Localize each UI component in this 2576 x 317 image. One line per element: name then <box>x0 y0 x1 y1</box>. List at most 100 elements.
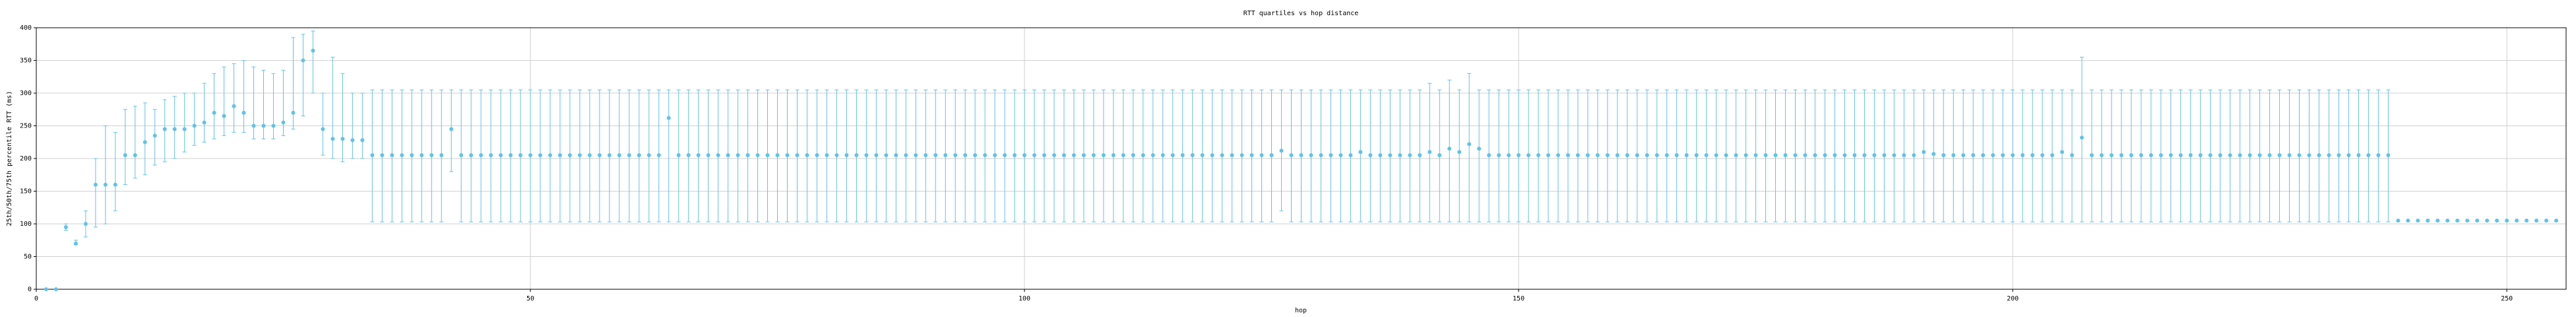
median-point <box>736 153 740 158</box>
median-point <box>1447 147 1452 151</box>
y-axis-label: 25th/50th/75th percentile RTT (ms) <box>6 91 13 227</box>
median-point <box>518 153 523 158</box>
median-point <box>2257 153 2262 158</box>
median-point <box>1941 153 1946 158</box>
median-point <box>271 123 276 128</box>
median-point <box>1170 153 1175 158</box>
median-point <box>1249 153 1254 158</box>
median-point <box>1437 153 1442 158</box>
median-point <box>2495 219 2499 223</box>
median-point <box>281 120 286 125</box>
median-point <box>1081 153 1086 158</box>
median-point <box>1951 153 1956 158</box>
median-point <box>1071 153 1076 158</box>
median-point <box>528 153 533 158</box>
median-point <box>103 182 108 187</box>
median-point <box>716 153 720 158</box>
median-point <box>1932 152 1936 157</box>
median-point <box>1150 153 1155 158</box>
x-tick-label: 100 <box>1019 295 1030 302</box>
median-point <box>2317 153 2321 158</box>
median-point <box>1714 153 1718 158</box>
median-point <box>1388 153 1393 158</box>
median-point <box>311 48 315 53</box>
median-point <box>726 153 730 158</box>
median-point <box>152 133 157 138</box>
median-point <box>2021 153 2025 158</box>
median-point <box>2149 153 2153 158</box>
median-point <box>914 153 918 158</box>
median-point <box>1299 153 1304 158</box>
median-point <box>577 153 582 158</box>
median-point <box>1892 153 1897 158</box>
median-point <box>825 153 829 158</box>
median-point <box>1724 153 1728 158</box>
median-point <box>1823 153 1827 158</box>
median-point <box>1546 153 1551 158</box>
median-point <box>53 287 58 291</box>
median-point <box>449 127 454 131</box>
median-point <box>2069 153 2074 158</box>
x-tick-label: 150 <box>1513 295 1524 302</box>
median-point <box>2208 153 2213 158</box>
median-point <box>232 104 236 108</box>
median-point <box>162 127 167 131</box>
median-point <box>1536 153 1541 158</box>
median-point <box>1753 153 1758 158</box>
median-point <box>1240 153 1244 158</box>
median-point <box>44 287 48 291</box>
median-point <box>2139 153 2143 158</box>
median-point <box>1517 153 1521 158</box>
median-point <box>1428 150 1432 155</box>
median-point <box>1052 153 1056 158</box>
median-point <box>2030 153 2035 158</box>
y-tick-label: 150 <box>20 188 32 195</box>
median-point <box>656 153 661 158</box>
median-point <box>1408 153 1412 158</box>
median-point <box>1664 153 1669 158</box>
median-point <box>83 222 88 226</box>
median-point <box>755 153 760 158</box>
median-point <box>1121 153 1125 158</box>
median-point <box>1141 153 1145 158</box>
median-point <box>1497 153 1501 158</box>
median-point <box>1971 153 1976 158</box>
median-point <box>489 153 493 158</box>
median-point <box>1526 153 1531 158</box>
median-point <box>370 153 375 158</box>
median-point <box>587 153 592 158</box>
median-point <box>666 116 671 120</box>
y-tick-label: 400 <box>20 24 32 32</box>
median-point <box>557 153 562 158</box>
median-point <box>745 153 750 158</box>
median-point <box>1032 153 1037 158</box>
median-point <box>133 153 137 158</box>
median-point <box>1269 153 1274 158</box>
median-point <box>1961 153 1966 158</box>
median-point <box>963 153 968 158</box>
median-point <box>676 153 681 158</box>
median-point <box>973 153 978 158</box>
median-point <box>2485 219 2490 223</box>
median-point <box>2356 153 2361 158</box>
median-point <box>1259 153 1264 158</box>
median-point <box>1555 153 1560 158</box>
median-point <box>2475 219 2480 223</box>
median-point <box>627 153 631 158</box>
y-tick-label: 350 <box>20 57 32 65</box>
median-point <box>924 153 928 158</box>
median-point <box>815 153 819 158</box>
median-point <box>2158 153 2163 158</box>
x-tick-label: 200 <box>2007 295 2019 302</box>
median-point <box>1457 150 1462 155</box>
median-point <box>1625 153 1629 158</box>
median-point <box>330 137 335 141</box>
median-point <box>380 153 385 158</box>
median-point <box>360 138 365 143</box>
median-point <box>291 110 296 115</box>
median-point <box>1615 153 1619 158</box>
median-point <box>1180 153 1185 158</box>
median-point <box>1319 153 1323 158</box>
median-point <box>1922 150 1926 155</box>
